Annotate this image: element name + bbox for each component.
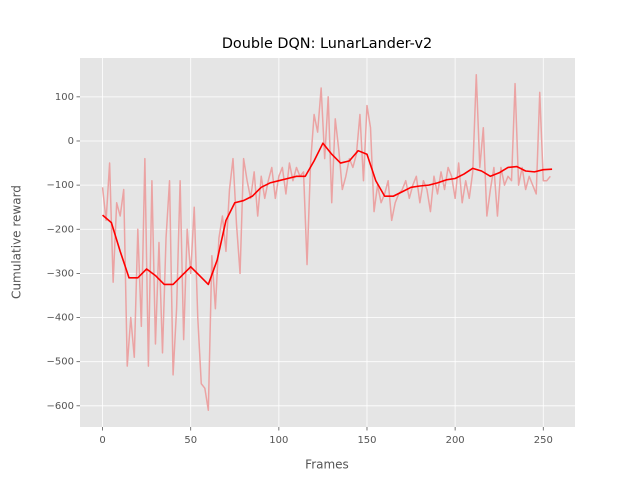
y-tick-label: −200	[47, 224, 74, 235]
x-axis-label: Frames	[305, 458, 349, 472]
x-tick-label: 250	[534, 435, 553, 446]
y-axis-label: Cumulative reward	[10, 185, 24, 299]
y-tick-label: 0	[68, 136, 74, 147]
data-line	[101, 74, 551, 411]
chart-title: Double DQN: LunarLander-v2	[222, 36, 432, 52]
y-tick-label: −600	[47, 401, 74, 412]
y-tick-label: 100	[55, 92, 74, 103]
x-tick-label: 150	[357, 435, 376, 446]
y-tick-label: −400	[47, 313, 74, 324]
x-tick-label: 100	[269, 435, 288, 446]
y-tick-label: −100	[47, 180, 74, 191]
x-tick-label: 50	[184, 435, 197, 446]
y-tick-label: −300	[47, 268, 74, 279]
x-tick-label: 200	[446, 435, 465, 446]
y-tick-label: −500	[47, 357, 74, 368]
data-line	[102, 142, 553, 286]
x-tick-label: 0	[99, 435, 105, 446]
